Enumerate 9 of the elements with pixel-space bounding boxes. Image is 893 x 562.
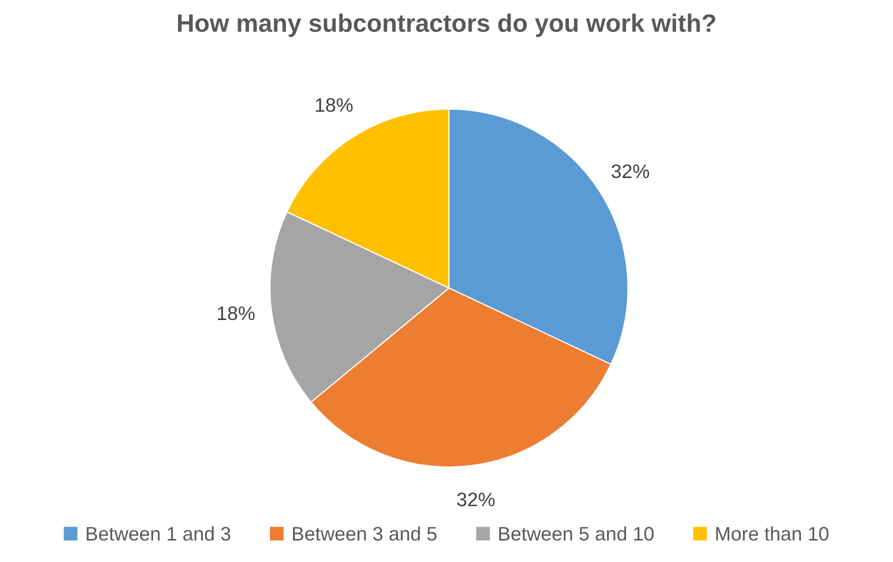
data-label: 32% (457, 492, 495, 506)
data-label: 32% (612, 164, 650, 178)
legend-label: More than 10 (716, 526, 828, 541)
chart-title: How many subcontractors do you work with? (178, 14, 716, 37)
data-label: 18% (218, 306, 255, 320)
legend-label: Between 5 and 10 (499, 526, 654, 541)
data-label: 18% (316, 98, 353, 112)
legend-label: Between 1 and 3 (86, 526, 230, 541)
legend-label: Between 3 and 5 (292, 526, 437, 541)
